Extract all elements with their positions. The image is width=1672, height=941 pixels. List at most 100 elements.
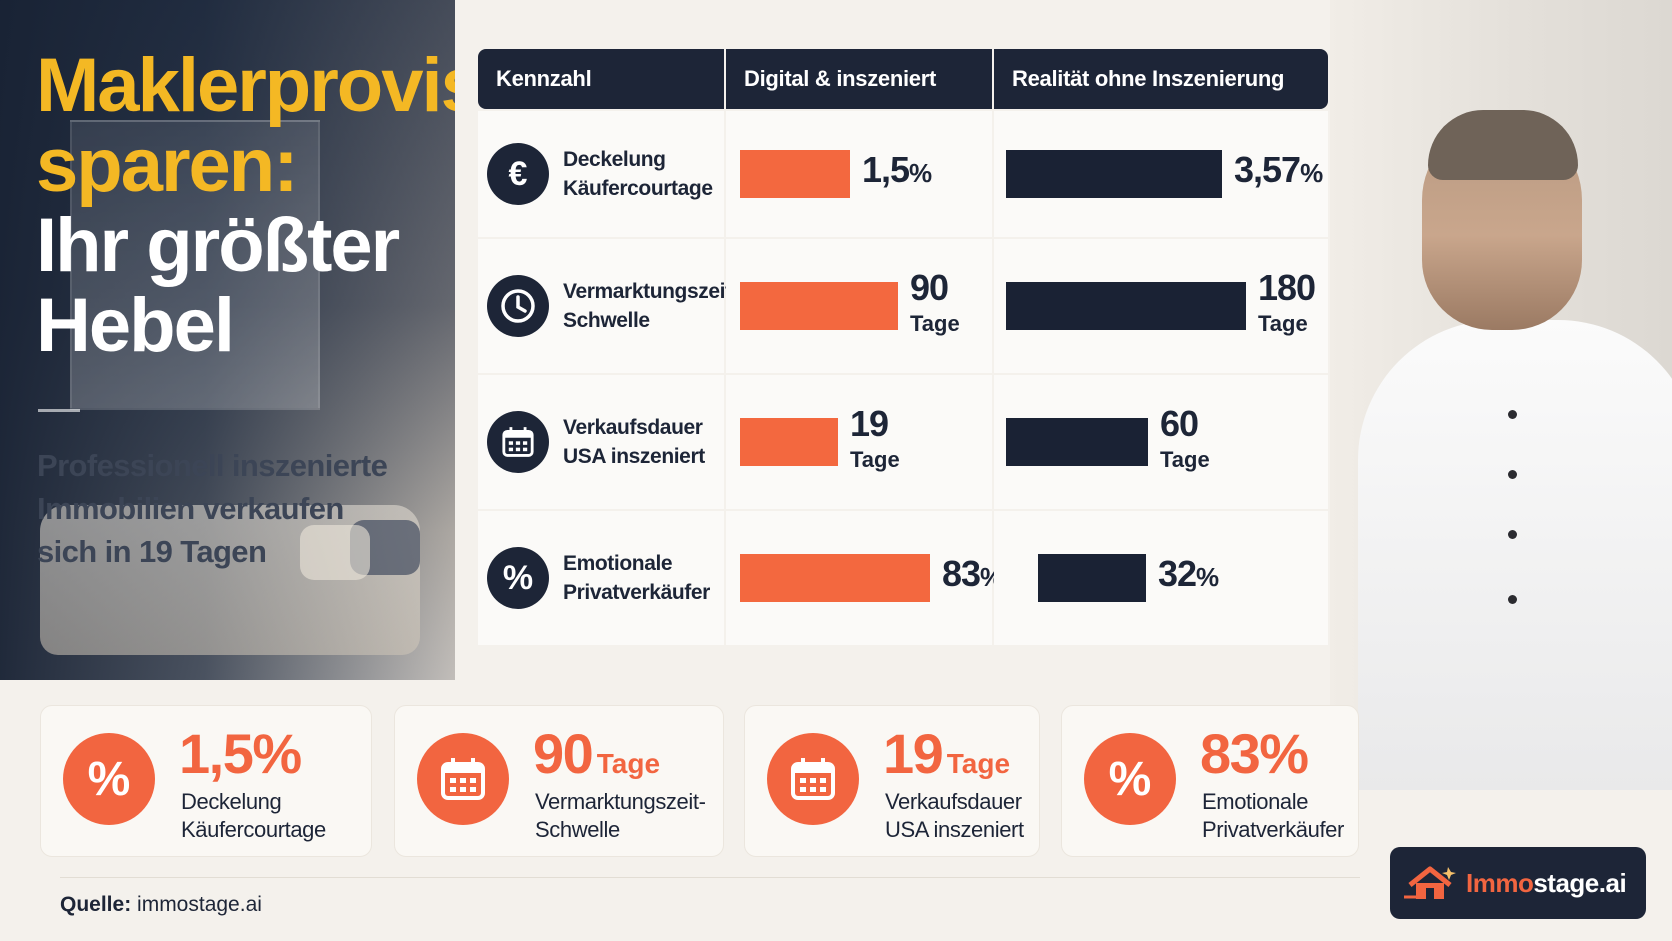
person-hair [1428,110,1578,180]
table-row: € Deckelung Käufercourtage 1,5% 3,57% [478,111,1328,237]
hero-title-line: sparen: [36,123,299,208]
digital-number: 90 [910,267,949,308]
metric-cell: % Emotionale Privatverkäufer [478,511,724,645]
stat-unit: Tage [596,748,661,779]
real-number: 180 [1258,267,1316,308]
hero-title-line: Maklerprovision [36,43,455,128]
stat-label-line: Verkaufsdauer [885,789,1022,814]
calendar-icon [791,758,835,800]
real-cell: 180 Tage [994,239,1328,373]
hero-panel: Maklerprovision sparen: Ihr größter Hebe… [0,0,455,680]
stat-label-line: Schwelle [535,817,620,842]
digital-number: 83 [942,553,981,594]
digital-value: 90 Tage [910,270,960,338]
metric-label-line: Verkaufsdauer [563,416,703,439]
stat-number: 90 [533,722,594,785]
digital-cell: 90 Tage [726,239,992,373]
digital-number: 1,5 [862,149,910,190]
background-window [70,120,320,410]
table-row: Vermarktungszeit- Schwelle 90 Tage 180 Tage [478,239,1328,373]
stat-label: Verkaufsdauer USA inszeniert [885,788,1024,844]
stat-label-line: Käufercourtage [181,817,326,842]
stat-value: 83% [1200,722,1309,799]
calendar-icon [441,758,485,800]
stat-number: 83 [1200,722,1261,785]
person-photo [1330,0,1672,790]
metric-label: Verkaufsdauer USA inszeniert [563,413,723,471]
hero-subtitle-line: Professionell inszenierte [37,448,388,483]
stat-value: 90 Tage [533,724,660,799]
stat-value: 1,5% [179,722,302,799]
digital-unit: Tage [910,311,960,336]
real-cell: 60 Tage [994,375,1328,509]
stat-label-line: USA inszeniert [885,817,1024,842]
house-logo-icon [1404,866,1456,899]
real-unit: % [1196,562,1220,592]
digital-number: 19 [850,403,889,444]
stat-label: Emotionale Privatverkäufer [1202,788,1344,844]
real-value: 32% [1158,556,1220,596]
metric-cell: € Deckelung Käufercourtage [478,111,724,237]
real-unit: Tage [1160,447,1210,472]
metric-label-line: Deckelung [563,148,666,171]
euro-icon: € [487,143,549,205]
percent-icon: % [63,733,155,825]
stat-label: Vermarktungszeit- Schwelle [535,788,706,844]
hero-title-line: Hebel [36,283,235,368]
digital-unit: % [909,158,933,188]
table-header: Kennzahl Digital & inszeniert Realität o… [478,49,1328,109]
stat-card: 90 Tage Vermarktungszeit- Schwelle [394,705,724,857]
real-cell: 3,57% [994,111,1328,237]
hero-subtitle: Professionell inszenierte Immobilien ver… [37,444,437,573]
logo-text-suffix: stage.ai [1533,867,1627,898]
real-bar [1038,554,1146,602]
digital-value: 19 Tage [850,406,900,474]
real-bar [1006,282,1246,330]
metric-label-line: Privatverkäufer [563,581,710,604]
digital-bar [740,282,898,330]
real-value: 180 Tage [1258,270,1316,338]
calendar-icon [487,411,549,473]
stat-label-line: Vermarktungszeit- [535,789,706,814]
percent-icon: % [1084,733,1176,825]
metric-label-line: Schwelle [563,309,650,332]
real-number: 32 [1158,553,1197,594]
real-unit: % [1300,158,1324,188]
digital-cell: 83% [726,511,1003,645]
real-number: 60 [1160,403,1199,444]
stat-label-line: Deckelung [181,789,282,814]
digital-bar [740,150,850,198]
calendar-icon [417,733,509,825]
real-value: 3,57% [1234,152,1324,192]
person-shirt [1358,320,1672,790]
clock-icon [487,275,549,337]
metric-cell: Vermarktungszeit- Schwelle [478,239,739,373]
hero-divider [38,409,80,412]
header-digital: Digital & inszeniert [726,49,992,109]
shirt-button [1508,410,1517,419]
shirt-button [1508,595,1517,604]
real-unit: Tage [1258,311,1308,336]
source-value: immostage.ai [137,893,262,916]
stat-card: % 83% Emotionale Privatverkäufer [1061,705,1359,857]
real-value: 60 Tage [1160,406,1210,474]
digital-bar [740,418,838,466]
metric-label-line: USA inszeniert [563,445,705,468]
stat-number: 1,5 [179,722,254,785]
table-row: Verkaufsdauer USA inszeniert 19 Tage 60 Tage [478,375,1328,509]
real-bar [1006,418,1148,466]
background-pillow [300,525,370,580]
header-realitaet: Realität ohne Inszenierung [994,49,1328,109]
metric-label-line: Vermarktungszeit- [563,280,739,303]
metric-label: Vermarktungszeit- Schwelle [563,277,739,335]
stat-unit: % [252,722,302,785]
metric-label: Deckelung Käufercourtage [563,145,723,203]
digital-bar [740,554,930,602]
hero-title-line: Ihr größter [36,203,400,288]
metric-label: Emotionale Privatverkäufer [563,549,723,607]
real-number: 3,57 [1234,149,1301,190]
calendar-icon [767,733,859,825]
stat-label-line: Emotionale [1202,789,1309,814]
immostage-logo[interactable]: Immostage.ai [1390,847,1646,919]
shirt-button [1508,470,1517,479]
